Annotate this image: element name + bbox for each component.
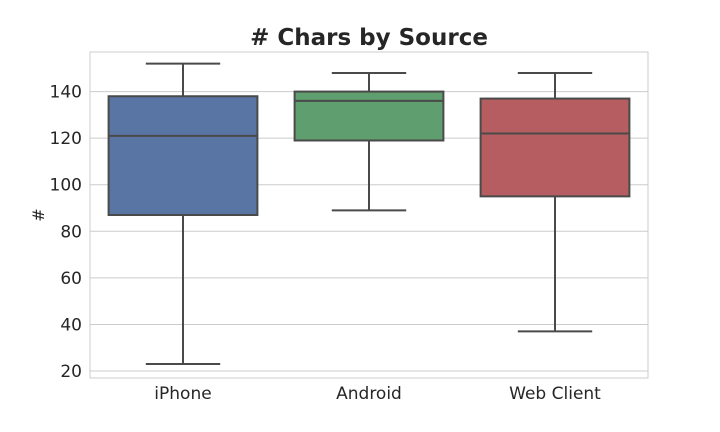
- chart-title: # Chars by Source: [250, 25, 488, 51]
- box-android: [293, 71, 445, 212]
- y-axis: 20 40 60 80 100 120 140: [50, 83, 82, 382]
- iqr-box: [107, 95, 259, 216]
- x-tick-label: iPhone: [154, 384, 211, 404]
- y-tick-label: 40: [60, 315, 82, 335]
- y-tick-label: 140: [50, 83, 82, 103]
- boxes: [107, 62, 631, 366]
- iqr-box: [293, 90, 445, 142]
- plot-frame: [89, 51, 649, 379]
- x-tick-label: Android: [336, 384, 402, 404]
- y-axis-label: #: [29, 208, 48, 221]
- y-tick-label: 80: [60, 222, 82, 242]
- iqr-box: [479, 97, 631, 198]
- y-tick-label: 120: [50, 129, 82, 149]
- x-tick-label: Web Client: [509, 384, 601, 404]
- x-axis: iPhone Android Web Client: [154, 384, 601, 404]
- y-tick-label: 60: [60, 269, 82, 289]
- box-iphone: [107, 62, 259, 366]
- y-tick-label: 100: [50, 176, 82, 196]
- box-web-client: [479, 71, 631, 333]
- y-tick-label: 20: [60, 362, 82, 382]
